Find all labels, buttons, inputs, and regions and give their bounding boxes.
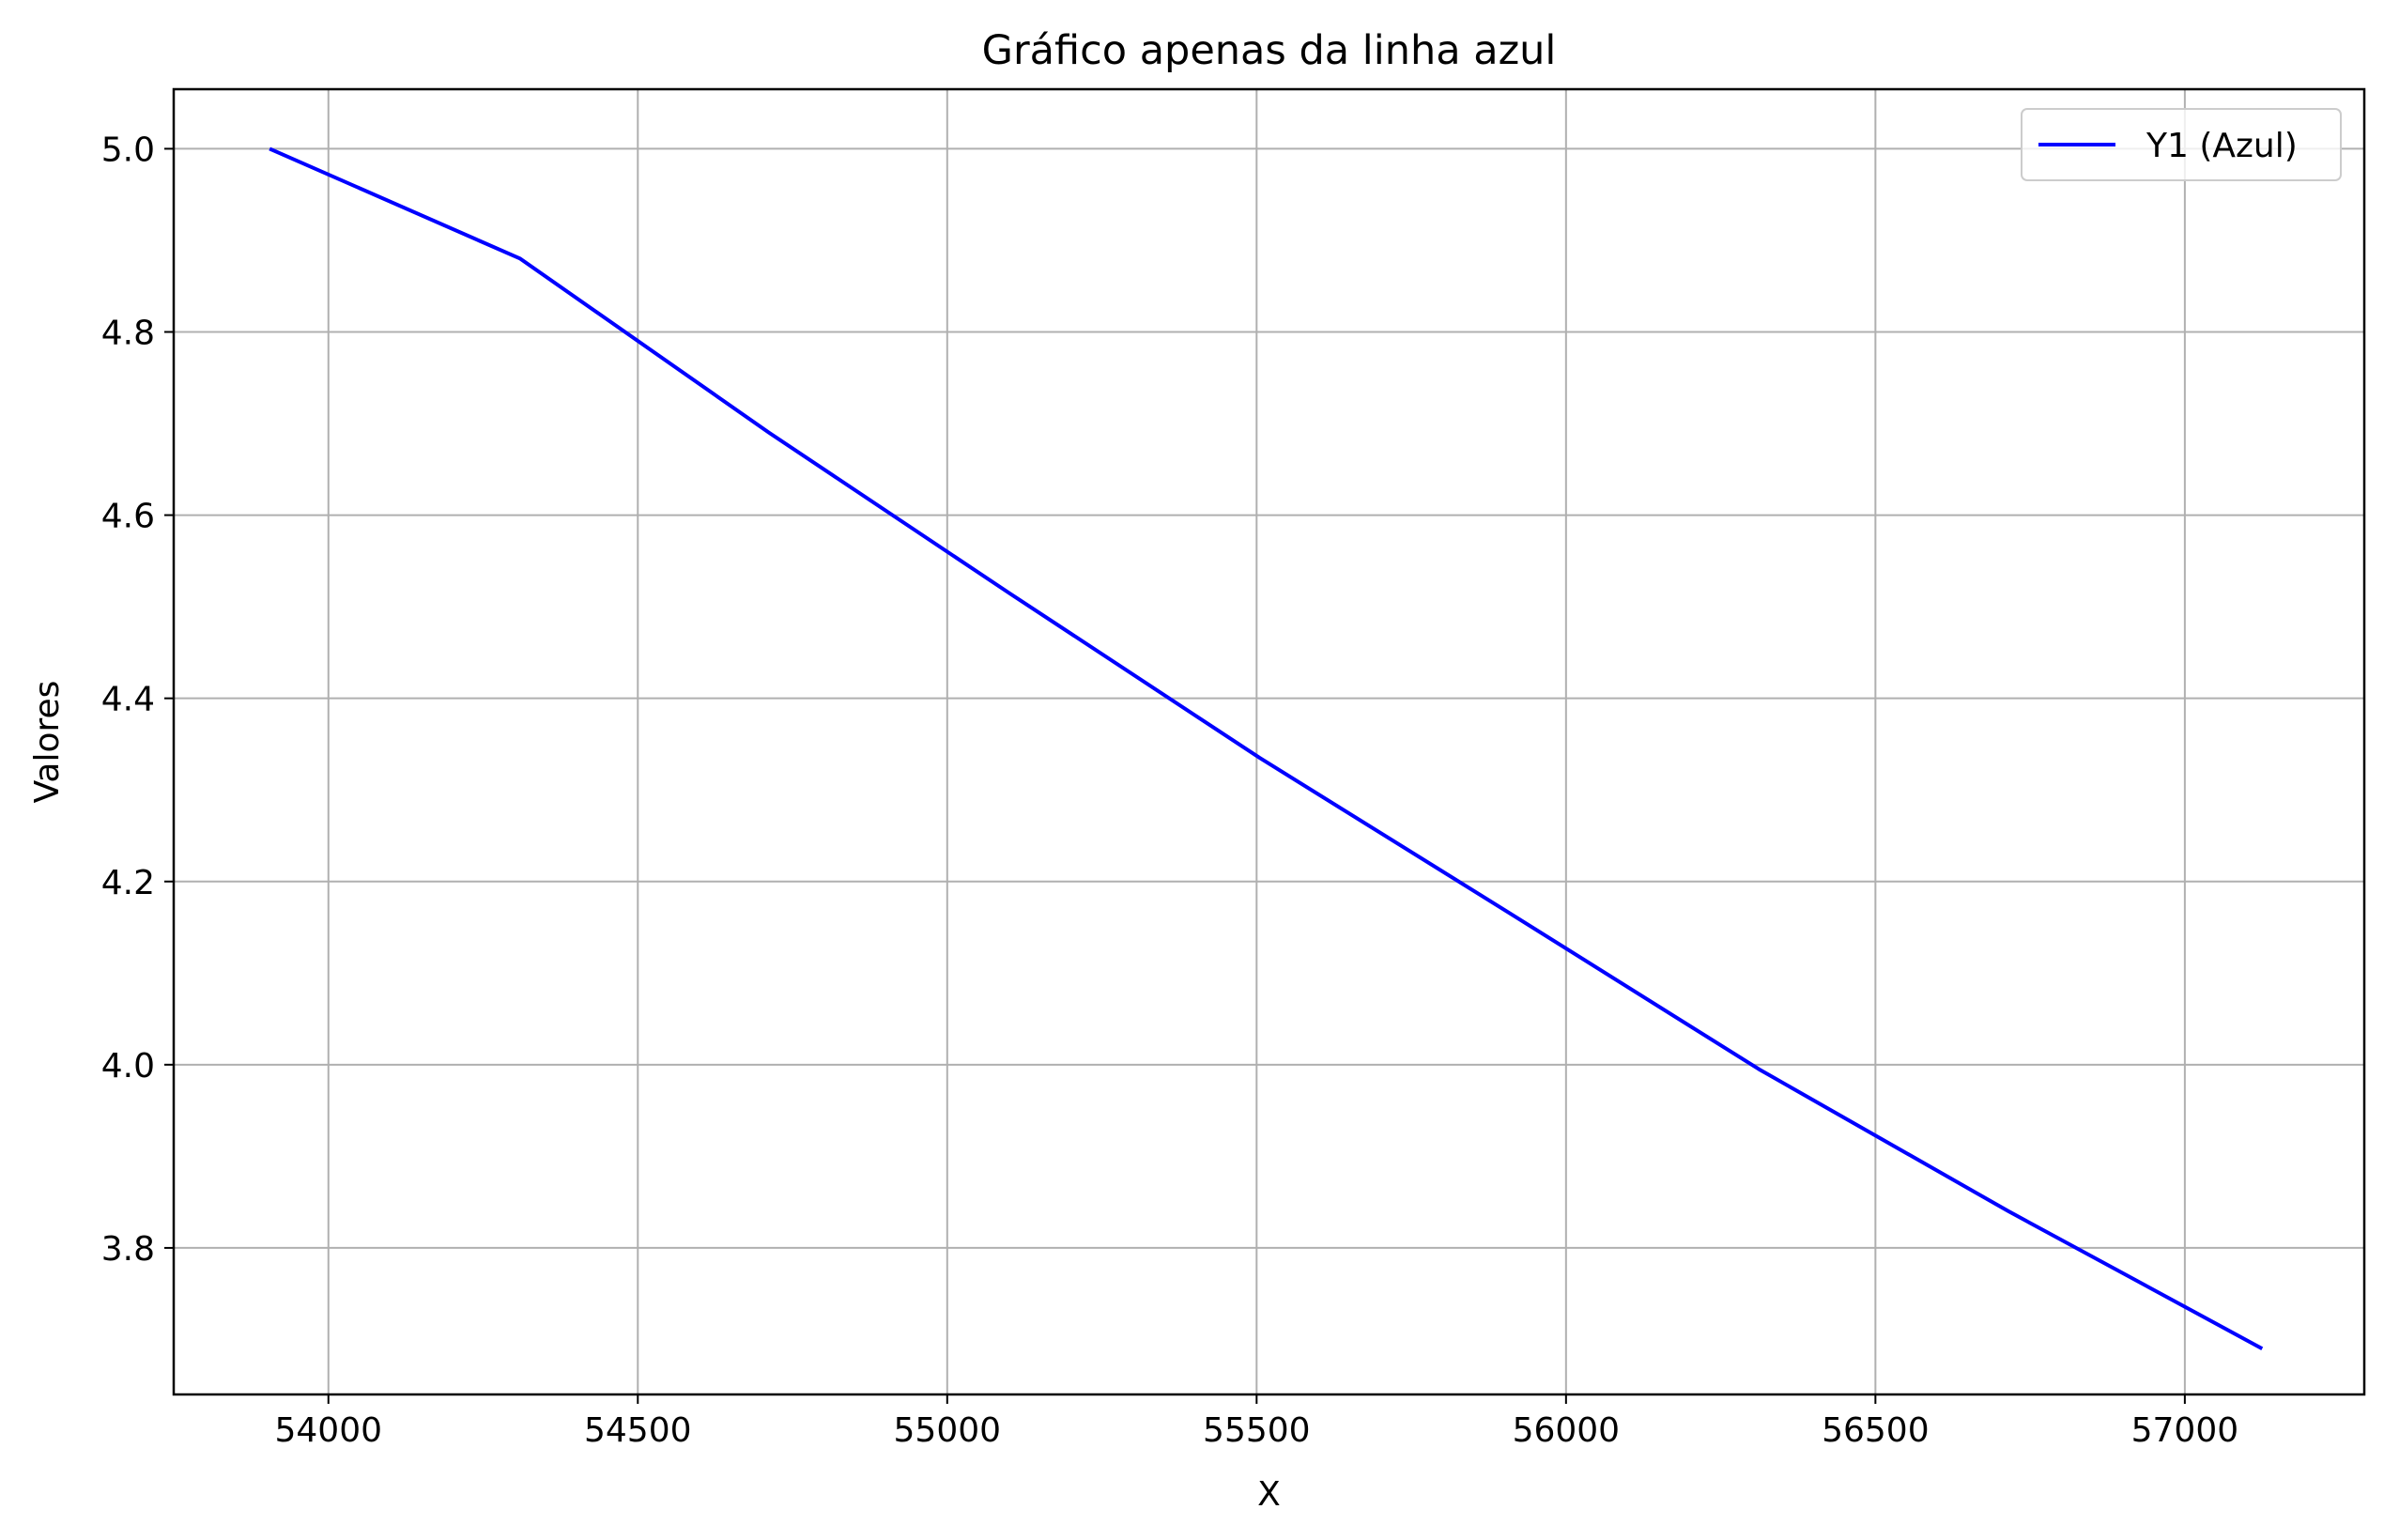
series-lines <box>269 146 2264 1350</box>
x-tick-label: 56000 <box>1513 1411 1621 1450</box>
legend-box <box>2021 108 2342 181</box>
legend-label: Y1 (Azul) <box>2146 127 2298 165</box>
plot-frame <box>172 87 2366 1396</box>
x-tick-label: 54500 <box>584 1411 692 1450</box>
y-tick-label: 4.0 <box>101 1047 155 1086</box>
y-tick-label: 5.0 <box>101 131 155 169</box>
y-axis-title: Valores <box>28 681 67 804</box>
y-tick-label: 4.6 <box>101 498 155 536</box>
x-tick-label: 57000 <box>2131 1411 2239 1450</box>
y-tick-label: 4.4 <box>101 681 155 719</box>
y-tick-label: 4.2 <box>101 864 155 902</box>
grid-lines <box>174 89 2364 1394</box>
x-tick-label: 55500 <box>1203 1411 1311 1450</box>
x-tick-label: 55000 <box>894 1411 1002 1450</box>
x-tick-label: 54000 <box>274 1411 382 1450</box>
y-tick-label: 3.8 <box>101 1230 155 1269</box>
x-tick-label: 56500 <box>1822 1411 1930 1450</box>
x-axis-ticks: 54000 54500 55000 55500 56000 56500 57000 <box>274 1394 2238 1450</box>
chart-title: Gráfico apenas da linha azul <box>982 27 1557 74</box>
y-tick-label: 4.8 <box>101 314 155 352</box>
legend: Y1 (Azul) <box>2021 108 2342 181</box>
x-axis-title: X <box>1257 1475 1281 1514</box>
y-axis-ticks: 3.8 4.0 4.2 4.4 4.6 4.8 5.0 <box>101 131 174 1269</box>
